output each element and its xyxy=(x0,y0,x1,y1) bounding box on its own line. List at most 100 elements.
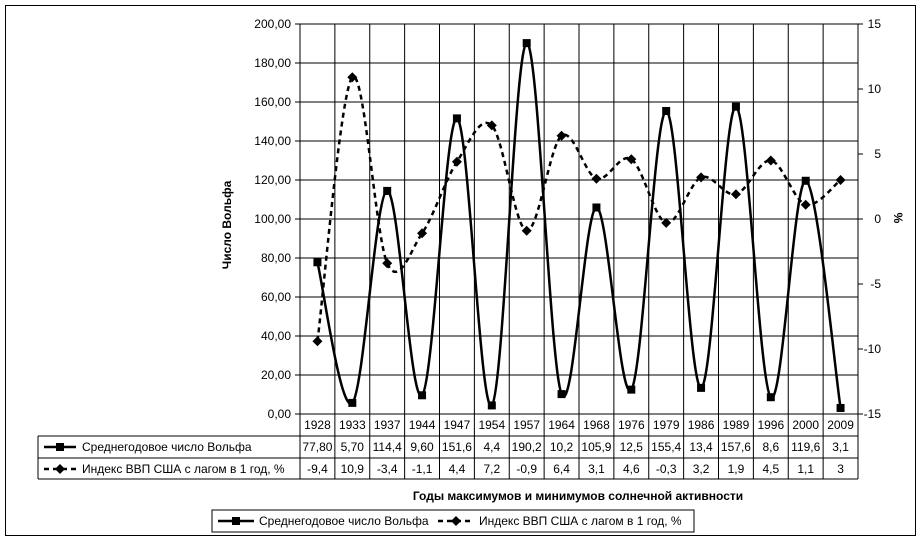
table-cell: 4,5 xyxy=(762,462,779,476)
legend-marker xyxy=(451,516,461,526)
table-cell: 4,6 xyxy=(623,462,640,476)
series-2-point xyxy=(800,199,811,210)
series-2-point xyxy=(591,173,602,184)
table-cell: -0,9 xyxy=(516,462,537,476)
y2-tick-label: -10 xyxy=(864,342,882,356)
series-2 xyxy=(312,72,846,347)
series-2-point xyxy=(556,130,567,141)
table-key-marker xyxy=(55,464,65,474)
y-tick-label: 160,00 xyxy=(254,95,291,109)
series-2-point xyxy=(451,156,462,167)
y-tick-label: 40,00 xyxy=(261,329,291,343)
series-1-point xyxy=(592,203,601,212)
data-table: 1928 1933 1937 1944 1947 1954 1957 1964 1968 1976… xyxy=(37,413,858,480)
series-1-point xyxy=(522,39,531,48)
series-1-point xyxy=(313,258,322,267)
table-cell: 1,1 xyxy=(797,462,814,476)
chart-frame xyxy=(5,5,916,536)
x-tick-label: 1933 xyxy=(339,418,366,432)
series-1-point xyxy=(383,186,392,195)
series-2-point xyxy=(417,228,428,239)
series-1-point xyxy=(836,403,845,412)
series-1-line xyxy=(316,41,842,409)
table-cell: 3 xyxy=(837,462,844,476)
x-tick-label: 1979 xyxy=(653,418,680,432)
x-axis-title: Годы максимумов и минимумов солнечной ак… xyxy=(413,489,743,503)
table-cell: 77,80 xyxy=(302,440,332,454)
table-cell: -1,1 xyxy=(412,462,433,476)
series-2-point xyxy=(730,189,741,200)
y-tick-label: 120,00 xyxy=(254,173,291,187)
series-1-point xyxy=(766,393,775,402)
table-cell: 151,6 xyxy=(442,440,472,454)
y-tick-label: 200,00 xyxy=(254,17,291,31)
series-1-point xyxy=(487,401,496,410)
y-tick-label: 0,00 xyxy=(268,407,292,421)
y2-tick-label: 0 xyxy=(874,212,881,226)
series-layer xyxy=(312,39,846,412)
legend-label: Среднегодовое число Вольфа xyxy=(259,514,429,528)
table-cell: 8,6 xyxy=(762,440,779,454)
series-2-point xyxy=(347,72,358,83)
table-cell: 114,4 xyxy=(373,440,402,454)
y-axis-title: Число Вольфа xyxy=(220,180,234,269)
y-tick-label: 20,00 xyxy=(261,368,291,382)
series-2-point xyxy=(835,175,846,185)
x-tick-label: 2009 xyxy=(827,418,854,432)
legend: Среднегодовое число Вольфа Индекс ВВП США… xyxy=(211,509,695,533)
series-2-point xyxy=(696,172,707,183)
series-1-point xyxy=(557,390,566,399)
x-tick-label: 1954 xyxy=(478,418,505,432)
table-cell: 4,4 xyxy=(449,462,466,476)
series-2-point xyxy=(661,217,672,228)
table-cell: 1,9 xyxy=(728,462,745,476)
table-cell: 4,4 xyxy=(483,440,500,454)
table-cell: 119,6 xyxy=(791,440,820,454)
y-tick-label: 180,00 xyxy=(254,56,291,70)
x-tick-label: 1944 xyxy=(409,418,436,432)
series-1-point xyxy=(452,114,461,123)
y-tick-label: 100,00 xyxy=(254,212,291,226)
table-cell: 3,1 xyxy=(588,462,605,476)
series-1-point xyxy=(627,385,636,394)
table-cell: 155,4 xyxy=(651,440,681,454)
table-cell: 105,9 xyxy=(581,440,611,454)
table-cell: 7,2 xyxy=(483,462,500,476)
series-2-point xyxy=(486,120,497,131)
y2-tick-label: 5 xyxy=(874,147,881,161)
series-1-point xyxy=(801,176,810,185)
series-1 xyxy=(313,39,845,412)
legend-entry-1: Среднегодовое число Вольфа xyxy=(218,514,429,528)
series-1-point xyxy=(418,391,427,400)
table-key-2 xyxy=(44,464,76,474)
legend-marker xyxy=(232,517,240,525)
y2-tick-label: -5 xyxy=(870,277,881,291)
y2-tick-label: 10 xyxy=(868,82,882,96)
x-tick-label: 1968 xyxy=(583,418,610,432)
x-tick-label: 1957 xyxy=(513,418,540,432)
table-key-1 xyxy=(44,443,76,451)
table-cell: 190,2 xyxy=(512,440,542,454)
x-tick-label: 1986 xyxy=(688,418,715,432)
table-cell: 13,4 xyxy=(689,440,713,454)
series-1-point xyxy=(731,102,740,111)
table-cell: 6,4 xyxy=(553,462,570,476)
table-cell: 157,6 xyxy=(721,440,751,454)
x-tick-label: 1947 xyxy=(444,418,471,432)
table-row-label: Индекс ВВП США с лагом в 1 год, % xyxy=(82,462,285,476)
table-cell: 3,1 xyxy=(832,440,849,454)
y2-tick-label: -15 xyxy=(864,407,882,421)
x-tick-label: 1976 xyxy=(618,418,645,432)
y2-tick-label: 15 xyxy=(868,17,882,31)
table-cell: 12,5 xyxy=(620,440,644,454)
grid xyxy=(299,23,859,479)
series-2-point xyxy=(626,154,637,165)
series-1-point xyxy=(662,106,671,115)
series-1-point xyxy=(348,398,357,407)
series-2-point xyxy=(521,225,532,236)
table-cell: 9,60 xyxy=(410,440,434,454)
y2-axis-title: % xyxy=(891,213,905,224)
x-tick-label: 1964 xyxy=(548,418,575,432)
axes: 0,00 20,00 40,00 60,00 80,00 100,00 120,00 140,… xyxy=(254,17,881,421)
